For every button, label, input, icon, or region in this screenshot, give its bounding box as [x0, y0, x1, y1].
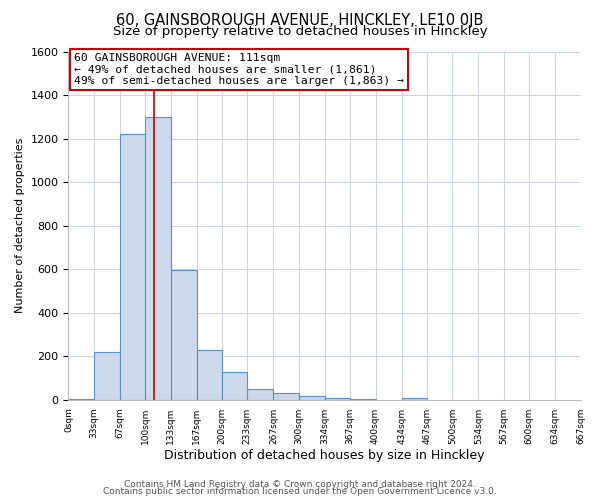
- Bar: [401, 398, 427, 400]
- Bar: [145, 117, 170, 400]
- Bar: [197, 350, 222, 400]
- Bar: [274, 394, 299, 400]
- Bar: [120, 134, 145, 400]
- Bar: [299, 396, 325, 400]
- Text: Size of property relative to detached houses in Hinckley: Size of property relative to detached ho…: [113, 25, 487, 38]
- Bar: [170, 270, 197, 400]
- Text: Contains HM Land Registry data © Crown copyright and database right 2024.: Contains HM Land Registry data © Crown c…: [124, 480, 476, 489]
- Bar: [350, 399, 376, 400]
- Bar: [94, 352, 120, 400]
- X-axis label: Distribution of detached houses by size in Hinckley: Distribution of detached houses by size …: [164, 450, 485, 462]
- Bar: [222, 372, 247, 400]
- Bar: [247, 389, 274, 400]
- Text: 60, GAINSBOROUGH AVENUE, HINCKLEY, LE10 0JB: 60, GAINSBOROUGH AVENUE, HINCKLEY, LE10 …: [116, 12, 484, 28]
- Text: 60 GAINSBOROUGH AVENUE: 111sqm
← 49% of detached houses are smaller (1,861)
49% : 60 GAINSBOROUGH AVENUE: 111sqm ← 49% of …: [74, 53, 404, 86]
- Y-axis label: Number of detached properties: Number of detached properties: [15, 138, 25, 314]
- Bar: [325, 398, 350, 400]
- Bar: [68, 399, 94, 400]
- Text: Contains public sector information licensed under the Open Government Licence v3: Contains public sector information licen…: [103, 488, 497, 496]
